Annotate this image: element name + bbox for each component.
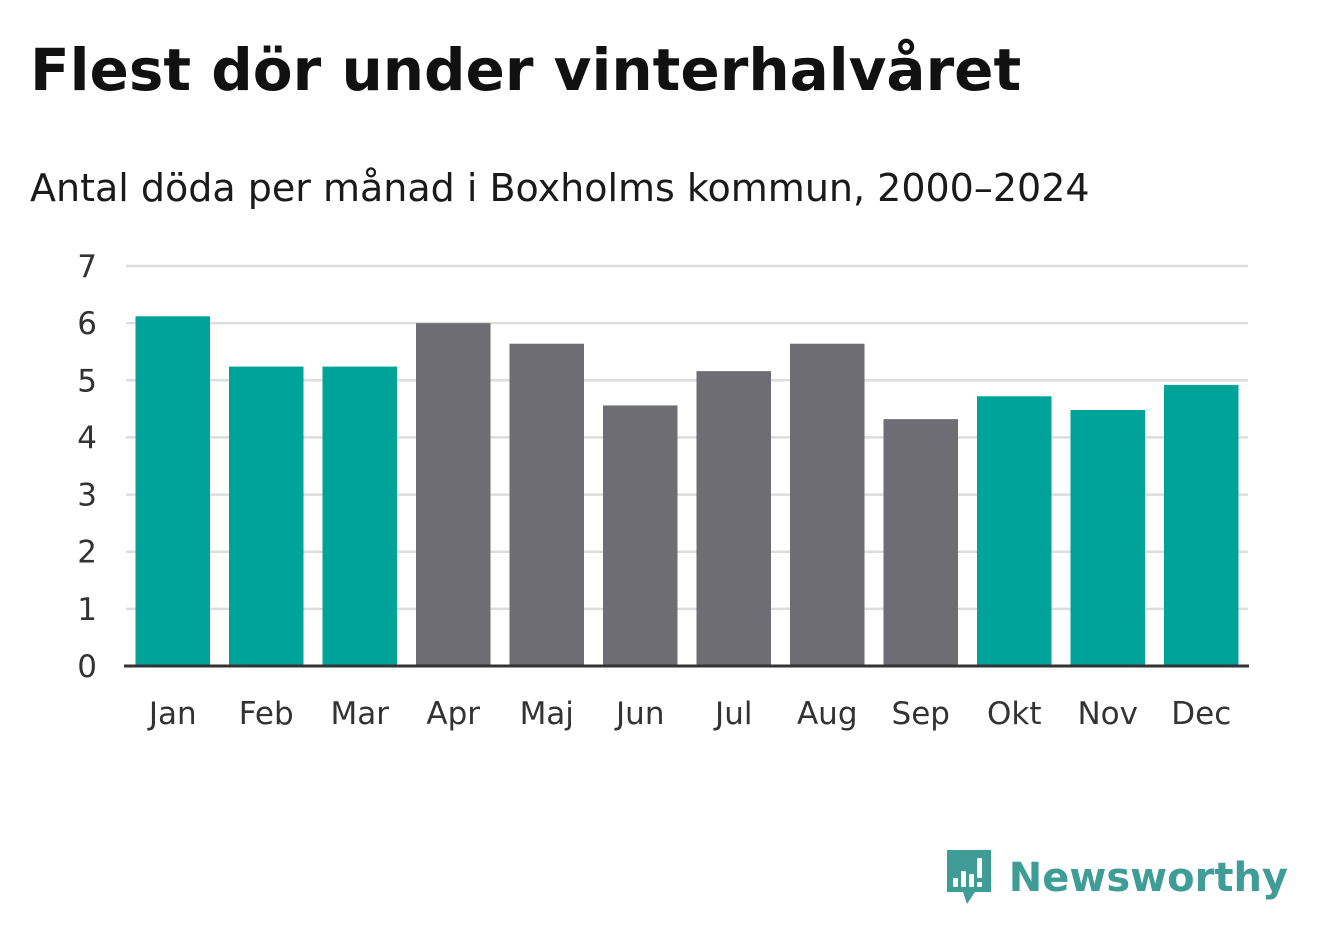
y-axis-tick-labels: 0 1 2 3 4 5 6 7 [77,249,97,685]
bar-chart: 0 1 2 3 4 5 6 7 Jan Feb Mar Apr Maj Jun Jul Aug Sep Okt N… [77,249,1249,732]
x-tick-label-maj: Maj [520,696,574,732]
y-tick-label: 1 [77,592,97,628]
bar-aug [790,343,865,666]
x-axis-tick-labels: Jan Feb Mar Apr Maj Jun Jul Aug Sep Okt Nov Dec [147,696,1231,732]
newsworthy-logo: Newsworthy [945,848,1288,908]
x-tick-label-jun: Jun [614,696,664,732]
bar-nov [1070,410,1145,666]
bar-jun [603,405,678,666]
bar-sep [883,419,958,666]
bars [135,316,1239,666]
y-tick-label: 2 [77,535,97,571]
y-tick-label: 3 [77,478,97,514]
bar-jul [696,371,771,666]
y-tick-label: 7 [77,249,97,285]
logo-text: Newsworthy [1008,855,1288,901]
bar-feb [229,366,304,666]
bar-okt [977,396,1052,666]
x-tick-label-dec: Dec [1171,696,1231,732]
gridlines [126,264,1248,611]
x-tick-label-jan: Jan [147,696,197,732]
bar-apr [416,323,491,666]
bar-dec [1164,384,1239,666]
x-tick-label-feb: Feb [239,696,294,732]
bar-maj [509,343,584,666]
x-tick-label-nov: Nov [1077,696,1138,732]
chart-subtitle: Antal döda per månad i Boxholms kommun, … [30,166,1090,210]
bar-jan [135,316,210,666]
y-tick-label: 0 [77,649,97,685]
x-tick-label-sep: Sep [892,696,950,732]
chart-title: Flest dör under vinterhalvåret [30,36,1022,104]
bar-chart-speech-bubble-icon [946,850,991,904]
x-tick-label-jul: Jul [713,696,752,732]
x-tick-label-mar: Mar [331,696,390,732]
bar-mar [322,366,397,666]
x-tick-label-okt: Okt [987,696,1042,732]
x-tick-label-apr: Apr [426,696,480,732]
y-tick-label: 4 [77,420,97,456]
x-tick-label-aug: Aug [797,696,858,732]
y-tick-label: 5 [77,363,97,399]
y-tick-label: 6 [77,306,97,342]
